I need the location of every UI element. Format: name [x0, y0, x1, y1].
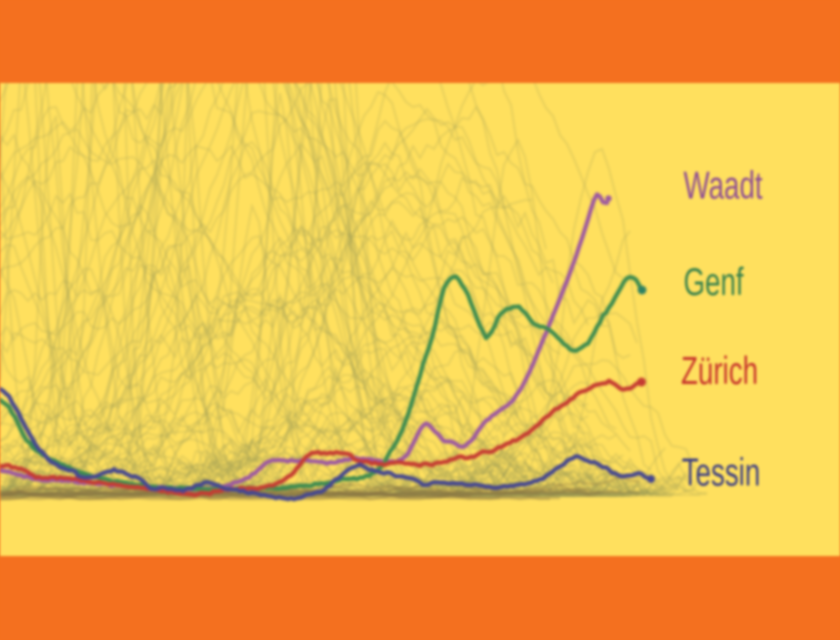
svg-text:Zürich: Zürich	[681, 351, 758, 393]
svg-text:Tessin: Tessin	[682, 452, 761, 494]
svg-text:Waadt: Waadt	[684, 165, 764, 207]
svg-text:Genf: Genf	[684, 262, 745, 304]
